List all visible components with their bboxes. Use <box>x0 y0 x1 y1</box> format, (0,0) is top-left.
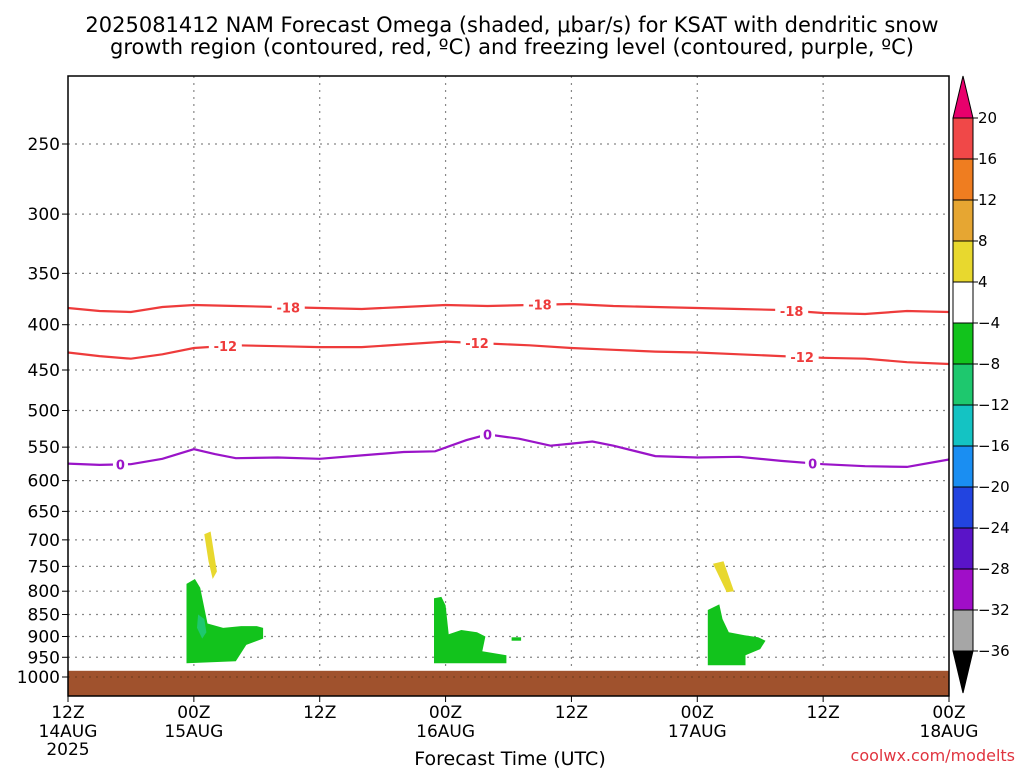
y-tick-label: 750 <box>28 557 60 577</box>
omega-shaded-region <box>713 561 734 593</box>
contour-label-bg <box>775 302 809 319</box>
y-tick-label: 250 <box>28 135 60 155</box>
ground-layer <box>68 670 949 696</box>
y-tick-label: 600 <box>28 472 60 492</box>
contour-label-bg <box>112 456 128 473</box>
colorbar-segment <box>952 281 974 324</box>
x-tick-label: 16AUG <box>416 722 475 742</box>
contour-label: -12 <box>214 340 238 355</box>
y-tick-label: 500 <box>28 402 60 422</box>
colorbar-label: 20 <box>978 109 997 127</box>
x-tick-label: 00Z <box>932 703 965 723</box>
colorbar-segment <box>952 158 974 201</box>
colorbar-segment <box>952 240 974 283</box>
chart-title-line-2: growth region (contoured, red, ºC) and f… <box>110 35 914 59</box>
contour-label: 0 <box>483 428 492 443</box>
colorbar-label: −36 <box>978 642 1010 660</box>
x-tick-label: 12Z <box>303 703 336 723</box>
omega-shaded-region <box>186 579 264 664</box>
contour-label: -12 <box>790 351 814 366</box>
colorbar-label: −20 <box>978 478 1010 496</box>
plot-background <box>68 76 949 696</box>
chart-title-line-1: 2025081412 NAM Forecast Omega (shaded, μ… <box>85 13 938 37</box>
omega-shaded-region <box>197 614 207 639</box>
y-tick-label: 900 <box>28 627 60 647</box>
colorbar-label: 4 <box>978 273 988 291</box>
omega-shaded-region <box>204 531 217 579</box>
x-tick-label: 2025 <box>46 740 89 760</box>
colorbar-label: −24 <box>978 519 1010 537</box>
y-tick-label: 400 <box>28 316 60 336</box>
x-tick-label: 14AUG <box>39 722 98 742</box>
colorbar-label: 12 <box>978 191 997 209</box>
colorbar-top-triangle <box>952 75 974 119</box>
omega-shaded-region <box>511 637 522 641</box>
y-tick-label: 850 <box>28 606 60 626</box>
colorbar-label: −32 <box>978 601 1010 619</box>
colorbar: 20 16 12 8 4 −4 −8 −12 −16 −20 −24 −28 −32 −36 <box>952 75 1010 694</box>
contour-label-bg <box>271 299 305 316</box>
x-tick-label: 00Z <box>681 703 714 723</box>
y-tick-label: 800 <box>28 582 60 602</box>
contour-label-bg <box>208 337 242 354</box>
x-tick-label: 00Z <box>177 703 210 723</box>
x-axis-label: Forecast Time (UTC) <box>414 748 605 768</box>
colorbar-segment <box>952 527 974 570</box>
colorbar-label: −28 <box>978 560 1010 578</box>
x-tick-label: 00Z <box>429 703 462 723</box>
y-tick-label: 950 <box>28 648 60 668</box>
contour-label-bg <box>805 455 821 472</box>
colorbar-segment <box>952 445 974 488</box>
omega-shaded-region <box>434 596 507 664</box>
contour-label-bg <box>785 348 819 365</box>
colorbar-segment <box>952 322 974 365</box>
colorbar-label: 8 <box>978 232 988 250</box>
colorbar-segment <box>952 404 974 447</box>
colorbar-segment <box>952 199 974 242</box>
plot-frame <box>67 75 950 697</box>
colorbar-segment <box>952 609 974 652</box>
colorbar-label: 16 <box>978 150 997 168</box>
y-tick-label: 450 <box>28 361 60 381</box>
y-tick-label: 350 <box>28 264 60 284</box>
contour-label-bg <box>480 426 496 443</box>
x-tick-label: 18AUG <box>920 722 979 742</box>
colorbar-segment <box>952 363 974 406</box>
colorbar-segment <box>952 486 974 529</box>
colorbar-segment <box>952 117 974 160</box>
colorbar-label: −8 <box>978 355 1000 373</box>
contour-label: 0 <box>116 458 125 473</box>
x-tick-label: 12Z <box>555 703 588 723</box>
x-tick-label: 15AUG <box>164 722 223 742</box>
colorbar-label: −16 <box>978 437 1010 455</box>
contour-label: -18 <box>528 299 552 314</box>
contour-label: -18 <box>277 301 301 316</box>
colorbar-label: −4 <box>978 314 1000 332</box>
y-tick-label: 650 <box>28 502 60 522</box>
contour-label: 0 <box>808 457 817 472</box>
colorbar-label: −12 <box>978 396 1010 414</box>
x-tick-label: 17AUG <box>668 722 727 742</box>
credit-text: coolwx.com/modelts <box>851 746 1015 765</box>
colorbar-bottom-triangle <box>952 650 974 694</box>
colorbar-segment <box>952 568 974 611</box>
contour-label: -18 <box>780 305 804 320</box>
plot-area: -18 -18 -18 -12 -12 -12 0 0 0 250 300 350 400 450 500 5… <box>17 75 979 760</box>
contour-label-bg <box>523 296 557 313</box>
y-tick-label: 1000 <box>17 668 60 688</box>
y-tick-label: 550 <box>28 438 60 458</box>
x-tick-label: 12Z <box>51 703 84 723</box>
contour-label: -12 <box>465 337 489 352</box>
y-tick-label: 700 <box>28 531 60 551</box>
x-tick-label: 12Z <box>807 703 840 723</box>
y-tick-label: 300 <box>28 205 60 225</box>
omega-shaded-region <box>707 604 766 666</box>
contour-label-bg <box>460 335 494 352</box>
